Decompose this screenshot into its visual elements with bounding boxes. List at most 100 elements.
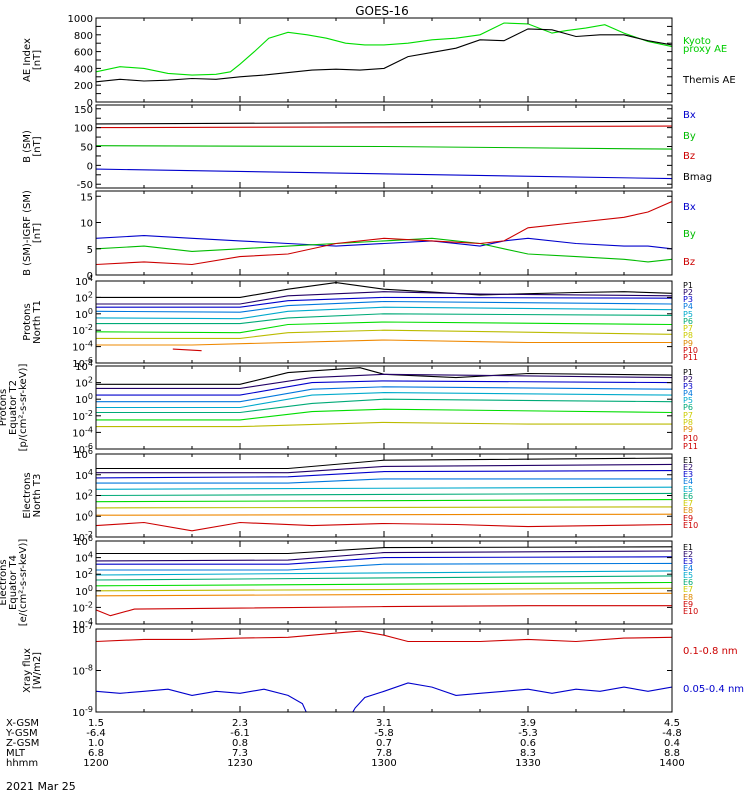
series-p7 bbox=[96, 321, 672, 334]
series-e3 bbox=[96, 470, 672, 479]
footer-value: 8.8 bbox=[664, 748, 680, 759]
y-axis-label: Electrons North T3 bbox=[22, 472, 43, 518]
svg-text:[e/(cm²-s-sr-keV)]: [e/(cm²-s-sr-keV)] bbox=[18, 539, 29, 627]
legend-entry: P9 bbox=[683, 339, 693, 348]
legend-entry: E6 bbox=[683, 578, 693, 587]
y-tick-label: -50 bbox=[77, 180, 93, 191]
y-tick-label: 10-4 bbox=[72, 617, 93, 631]
series-e8 bbox=[96, 506, 672, 509]
legend-entry: E1 bbox=[683, 543, 693, 552]
legend-entry: 0.1-0.8 nm bbox=[683, 646, 738, 657]
series-e7 bbox=[96, 499, 672, 503]
y-tick-label: 104 bbox=[75, 468, 93, 482]
svg-text:Electrons: Electrons bbox=[0, 559, 9, 605]
svg-text:Protons: Protons bbox=[22, 303, 33, 340]
series-p8 bbox=[96, 421, 672, 428]
series-e5 bbox=[96, 486, 672, 490]
svg-text:B (SM): B (SM) bbox=[22, 130, 33, 163]
svg-text:North T3: North T3 bbox=[32, 474, 43, 518]
legend-entry: E2 bbox=[683, 463, 693, 472]
y-tick-label: 102 bbox=[75, 376, 93, 390]
y-tick-label: 10-2 bbox=[72, 600, 93, 614]
series-p6 bbox=[96, 398, 672, 414]
y-axis-label: AE Index [nT] bbox=[22, 38, 43, 82]
panel-1: 0 200 400 600 800 1000 AE Index [nT] Kyotoproxy … bbox=[22, 14, 736, 109]
footer-value: 0.4 bbox=[664, 738, 680, 749]
y-tick-label: 10-4 bbox=[72, 340, 93, 354]
footer-value: -4.8 bbox=[662, 728, 682, 739]
footer-value: 1230 bbox=[227, 758, 252, 769]
footer-value: -5.3 bbox=[518, 728, 538, 739]
series-e6 bbox=[96, 575, 672, 581]
series-e10 bbox=[96, 605, 672, 617]
legend-entry: E8 bbox=[683, 593, 693, 602]
svg-text:Electrons: Electrons bbox=[22, 472, 33, 518]
svg-text:[W/m2]: [W/m2] bbox=[32, 652, 43, 689]
series-0-1-0-8-nm bbox=[96, 630, 672, 643]
legend-entry: P4 bbox=[683, 389, 693, 398]
series-p5 bbox=[96, 306, 672, 320]
legend-entry: 0.05-0.4 nm bbox=[683, 684, 744, 695]
y-tick-label: 104 bbox=[75, 359, 93, 373]
y-tick-label: 104 bbox=[75, 551, 93, 565]
y-tick-label: 104 bbox=[75, 274, 93, 288]
legend-entry: P6 bbox=[683, 317, 693, 326]
legend-entry: E9 bbox=[683, 514, 693, 523]
legend-entry: Bz bbox=[683, 257, 695, 268]
legend-entry: P11 bbox=[683, 442, 698, 451]
legend-entry: Bx bbox=[683, 110, 696, 121]
legend-entry: P2 bbox=[683, 375, 693, 384]
legend-entry: Bz bbox=[683, 151, 695, 162]
series-themis-ae bbox=[96, 28, 672, 83]
footer-value: -6.1 bbox=[230, 728, 250, 739]
series-p1 bbox=[96, 367, 672, 385]
y-tick-label: 10-9 bbox=[72, 705, 93, 719]
y-tick-label: 0 bbox=[87, 271, 93, 282]
series-e7 bbox=[96, 581, 672, 587]
legend-entry: P7 bbox=[683, 324, 693, 333]
svg-text:AE Index: AE Index bbox=[22, 38, 33, 82]
y-tick-label: 10-2 bbox=[72, 409, 93, 423]
y-tick-label: 400 bbox=[74, 64, 93, 75]
svg-text:[nT]: [nT] bbox=[32, 50, 43, 70]
svg-text:[p/(cm²-s-sr-keV)]: [p/(cm²-s-sr-keV)] bbox=[18, 364, 29, 452]
panel-8: 10-9 10-8 10-7 Xray flux [W/m2] 0.1-0.8 nm 0.0… bbox=[22, 622, 744, 719]
series-bx bbox=[96, 168, 672, 180]
y-axis-label: Xray flux [W/m2] bbox=[22, 648, 43, 693]
series-kyoto-proxy-ae bbox=[96, 22, 672, 76]
legend-entry: Kyoto bbox=[683, 36, 711, 47]
series-p5 bbox=[96, 392, 672, 409]
footer-value: 1330 bbox=[515, 758, 540, 769]
series-e9 bbox=[96, 592, 672, 597]
y-tick-label: 100 bbox=[75, 392, 93, 406]
panel-3: 0 5 10 15 B (SM)-IGRF (SM) [nT] Bx By Bz bbox=[22, 190, 696, 282]
legend-entry: P2 bbox=[683, 288, 693, 297]
series-e1 bbox=[96, 546, 672, 555]
series-by bbox=[96, 145, 672, 150]
footer-value: -6.4 bbox=[86, 728, 106, 739]
series-p9 bbox=[96, 339, 672, 346]
legend-entry: E2 bbox=[683, 550, 693, 559]
footer-value: 3.1 bbox=[376, 718, 392, 729]
svg-text:North T1: North T1 bbox=[32, 300, 43, 344]
legend-entry: P1 bbox=[683, 281, 693, 290]
footer-row-label: hhmm bbox=[6, 758, 38, 769]
series-bmag bbox=[96, 120, 672, 125]
series-e4 bbox=[96, 478, 672, 484]
svg-text:Protons: Protons bbox=[0, 389, 9, 426]
footer-value: 7.3 bbox=[232, 748, 248, 759]
y-tick-label: 100 bbox=[74, 124, 93, 135]
legend-entry: P11 bbox=[683, 353, 698, 362]
y-tick-label: 10-6 bbox=[72, 356, 93, 370]
y-tick-label: 50 bbox=[80, 143, 93, 154]
legend-entry: P4 bbox=[683, 302, 693, 311]
y-tick-label: 10-6 bbox=[72, 442, 93, 456]
footer-row-label: Z-GSM bbox=[6, 738, 39, 749]
y-tick-label: 15 bbox=[80, 192, 93, 203]
legend-entry: E8 bbox=[683, 506, 693, 515]
panel-frame bbox=[95, 190, 673, 276]
y-tick-label: 1000 bbox=[68, 14, 93, 25]
series-e9 bbox=[96, 513, 672, 516]
svg-text:Xray flux: Xray flux bbox=[22, 648, 33, 693]
